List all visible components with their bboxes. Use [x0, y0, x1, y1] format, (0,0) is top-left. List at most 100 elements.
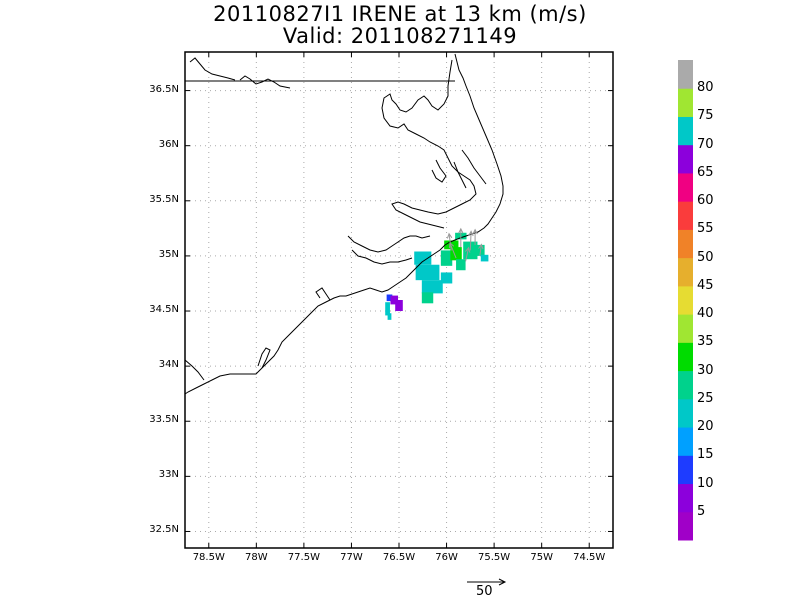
latitude-label: 35N	[158, 248, 179, 260]
colorbar-swatch	[678, 370, 693, 400]
colorbar-label: 80	[697, 80, 714, 96]
wind-vector-head	[468, 230, 474, 237]
wind-vector	[465, 247, 470, 262]
colorbar-label: 35	[697, 334, 714, 350]
sound-shoreline	[453, 161, 467, 189]
colorbar-label: 40	[697, 306, 714, 322]
colorbar-label: 60	[697, 193, 714, 209]
latitude-label: 34.5N	[149, 304, 179, 316]
title-line-1: 20110827I1 IRENE at 13 km (m/s)	[213, 2, 587, 26]
colorbar-label: 45	[697, 277, 714, 293]
wind-vector-head	[458, 227, 464, 234]
colorbar-swatch	[678, 511, 693, 541]
colorbar-swatch	[678, 455, 693, 485]
pamlico-shore	[351, 249, 413, 265]
wind-speed-cell	[440, 272, 453, 284]
wind-speed-cell	[421, 280, 443, 294]
wind-speed-cell	[421, 292, 434, 304]
longitude-label: 74.5W	[573, 552, 606, 563]
carolina-coast	[315, 287, 331, 301]
wind-vector-head	[478, 243, 484, 250]
carolina-coast	[184, 244, 446, 395]
wind-vectors	[446, 227, 484, 262]
colorbar-swatch	[678, 172, 693, 202]
sound-shoreline	[461, 149, 487, 185]
colorbar-swatch	[678, 88, 693, 117]
wind-speed-cell	[385, 302, 390, 316]
neuse-river	[347, 235, 431, 253]
longitude-label: 75W	[530, 552, 553, 563]
colorbar-label: 50	[697, 249, 714, 265]
latitude-label: 35.5N	[149, 193, 179, 205]
colorbar-swatch	[678, 201, 693, 230]
colorbar-label: 75	[697, 108, 714, 124]
longitude-label: 78W	[245, 552, 268, 563]
longitude-label: 77W	[340, 552, 363, 563]
colorbar-swatch	[678, 285, 693, 315]
colorbar-swatch	[678, 257, 693, 287]
wind-speed-cell	[440, 250, 453, 266]
wind-vector	[469, 231, 472, 251]
wind-vector-head	[465, 246, 471, 253]
latitude-label: 33.5N	[149, 414, 179, 426]
virginia-coast	[189, 57, 236, 81]
colorbar-swatch	[678, 342, 693, 372]
wind-speed-cell	[450, 247, 462, 261]
colorbar-swatch	[678, 314, 693, 343]
longitude-label: 78.5W	[192, 552, 225, 563]
latitude-label: 36.5N	[149, 83, 179, 95]
sound-shoreline	[381, 59, 477, 229]
wind-vector-head	[446, 232, 453, 239]
sound-shoreline	[431, 159, 447, 183]
wind-vector	[479, 244, 482, 256]
coastline	[184, 53, 504, 395]
colorbar-label: 30	[697, 362, 714, 378]
wind-speed-cell	[415, 264, 440, 281]
colorbar-label: 25	[697, 390, 714, 406]
sc-coast	[184, 359, 205, 381]
colorbar-label: 15	[697, 447, 714, 463]
latitude-label: 32.5N	[149, 524, 179, 536]
colorbar-label: 70	[697, 136, 714, 152]
colorbar-swatch	[678, 427, 693, 456]
wind-speed-cell	[414, 251, 432, 265]
wind-speed-cell	[475, 244, 485, 256]
colorbar-swatch	[678, 398, 693, 428]
latitude-label: 34N	[158, 359, 179, 371]
virginia-coast	[239, 75, 291, 89]
colorbar-swatch	[678, 116, 693, 146]
wind-speed-cell	[395, 300, 403, 312]
wind-speed-cell	[387, 313, 392, 320]
wind-speed-cell	[386, 294, 393, 302]
axis-ticks	[185, 52, 613, 548]
colorbar-label: 55	[697, 221, 714, 237]
wind-speed-cell	[456, 259, 466, 271]
colorbar	[678, 60, 693, 541]
colorbar-label: 20	[697, 419, 714, 435]
latitude-label: 33N	[158, 469, 179, 481]
colorbar-label: 65	[697, 164, 714, 180]
colorbar-label: 5	[697, 503, 706, 519]
longitude-label: 76W	[435, 552, 458, 563]
reference-arrow-head	[498, 578, 507, 586]
outer-banks	[444, 53, 504, 246]
title-line-2: Valid: 201108271149	[282, 24, 518, 48]
wind-vector-head	[472, 228, 478, 235]
colorbar-label: 10	[697, 475, 714, 491]
reference-vector	[467, 578, 507, 586]
wind-vector-head	[449, 241, 455, 248]
colorbar-swatch	[678, 144, 693, 174]
latitude-label: 36N	[158, 138, 179, 150]
colorbar-swatch	[678, 229, 693, 259]
longitude-label: 77.5W	[287, 552, 320, 563]
wind-speed-cell	[390, 295, 399, 305]
wind-vector	[448, 233, 452, 251]
wind-speed-cell	[480, 254, 489, 262]
colorbar-swatch	[678, 60, 693, 89]
wind-vector	[449, 242, 457, 259]
cape-fear	[257, 347, 271, 369]
longitude-label: 76.5W	[382, 552, 416, 563]
colorbar-swatch	[678, 483, 693, 513]
longitude-label: 75.5W	[478, 552, 511, 563]
